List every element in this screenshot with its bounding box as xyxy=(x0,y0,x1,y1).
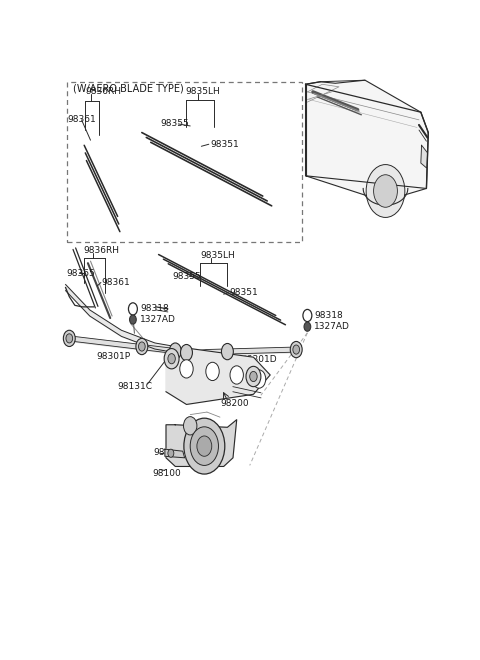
Polygon shape xyxy=(166,348,270,405)
Text: (W/AERO BLADE TYPE): (W/AERO BLADE TYPE) xyxy=(73,83,184,93)
Polygon shape xyxy=(166,420,237,467)
Text: 98361: 98361 xyxy=(102,278,131,287)
Circle shape xyxy=(129,303,137,315)
Text: 9836RH: 9836RH xyxy=(85,87,121,96)
Circle shape xyxy=(180,345,192,361)
Text: 1327AD: 1327AD xyxy=(314,322,350,331)
Circle shape xyxy=(304,322,311,331)
Circle shape xyxy=(206,362,219,381)
Text: 98160C: 98160C xyxy=(154,448,189,457)
Text: 98318: 98318 xyxy=(140,304,169,313)
Polygon shape xyxy=(305,81,428,201)
Text: 98351: 98351 xyxy=(229,288,258,297)
Circle shape xyxy=(303,310,312,321)
Circle shape xyxy=(169,343,181,359)
Circle shape xyxy=(164,348,179,369)
Text: 9835LH: 9835LH xyxy=(201,251,235,259)
Text: 98355: 98355 xyxy=(160,119,189,129)
Circle shape xyxy=(136,339,148,354)
Circle shape xyxy=(290,341,302,358)
Circle shape xyxy=(221,343,233,360)
Circle shape xyxy=(183,416,197,435)
Text: 98131C: 98131C xyxy=(117,382,152,391)
Text: 98365: 98365 xyxy=(67,269,96,278)
Circle shape xyxy=(373,175,397,207)
Circle shape xyxy=(197,436,212,456)
Circle shape xyxy=(66,334,72,343)
Text: 98301D: 98301D xyxy=(241,355,277,364)
Circle shape xyxy=(63,330,75,346)
Text: 98318: 98318 xyxy=(314,310,343,319)
Circle shape xyxy=(252,370,266,388)
Circle shape xyxy=(366,164,405,217)
Text: 98100: 98100 xyxy=(152,469,181,478)
Text: 1327AD: 1327AD xyxy=(140,315,176,324)
Circle shape xyxy=(168,449,174,457)
Circle shape xyxy=(230,366,243,384)
Text: 9835LH: 9835LH xyxy=(185,87,220,96)
Circle shape xyxy=(130,315,136,324)
Text: 98361: 98361 xyxy=(67,115,96,124)
Text: 98200: 98200 xyxy=(220,399,249,408)
Polygon shape xyxy=(421,145,428,168)
Circle shape xyxy=(250,372,257,381)
Circle shape xyxy=(190,427,218,465)
Text: 98355: 98355 xyxy=(172,272,201,281)
Bar xyxy=(67,82,302,242)
Circle shape xyxy=(168,354,175,364)
Circle shape xyxy=(180,360,193,378)
Circle shape xyxy=(139,342,145,351)
Text: 98351: 98351 xyxy=(210,140,239,148)
Circle shape xyxy=(246,366,261,387)
Text: 98301P: 98301P xyxy=(96,352,131,360)
Circle shape xyxy=(184,418,225,474)
Text: 9836RH: 9836RH xyxy=(84,246,120,255)
Circle shape xyxy=(293,345,300,354)
Polygon shape xyxy=(165,449,185,458)
